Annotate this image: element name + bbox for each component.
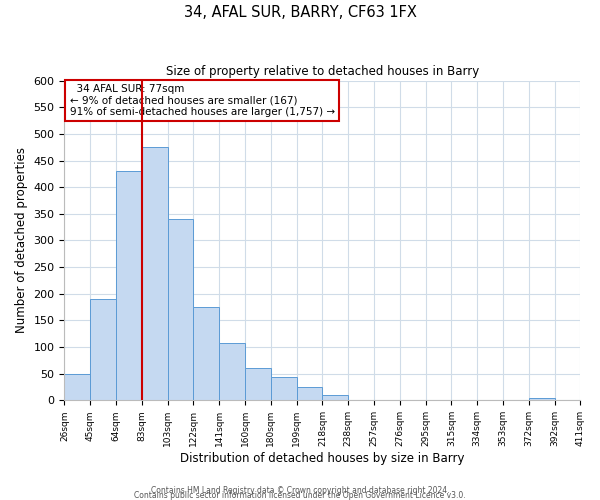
Bar — [529, 398, 554, 400]
Bar — [193, 307, 219, 400]
Bar — [219, 343, 245, 400]
Bar — [296, 387, 322, 400]
Bar — [271, 377, 296, 400]
Text: Contains HM Land Registry data © Crown copyright and database right 2024.: Contains HM Land Registry data © Crown c… — [151, 486, 449, 495]
Bar — [90, 299, 116, 400]
Bar — [322, 395, 348, 400]
Text: 34, AFAL SUR, BARRY, CF63 1FX: 34, AFAL SUR, BARRY, CF63 1FX — [184, 5, 416, 20]
Bar — [116, 171, 142, 400]
X-axis label: Distribution of detached houses by size in Barry: Distribution of detached houses by size … — [180, 452, 465, 465]
Bar — [142, 147, 167, 401]
Bar — [245, 368, 271, 400]
Y-axis label: Number of detached properties: Number of detached properties — [15, 148, 28, 334]
Bar — [167, 219, 193, 400]
Bar — [64, 374, 90, 400]
Text: 34 AFAL SUR: 77sqm
← 9% of detached houses are smaller (167)
91% of semi-detache: 34 AFAL SUR: 77sqm ← 9% of detached hous… — [70, 84, 335, 117]
Title: Size of property relative to detached houses in Barry: Size of property relative to detached ho… — [166, 65, 479, 78]
Text: Contains public sector information licensed under the Open Government Licence v3: Contains public sector information licen… — [134, 491, 466, 500]
